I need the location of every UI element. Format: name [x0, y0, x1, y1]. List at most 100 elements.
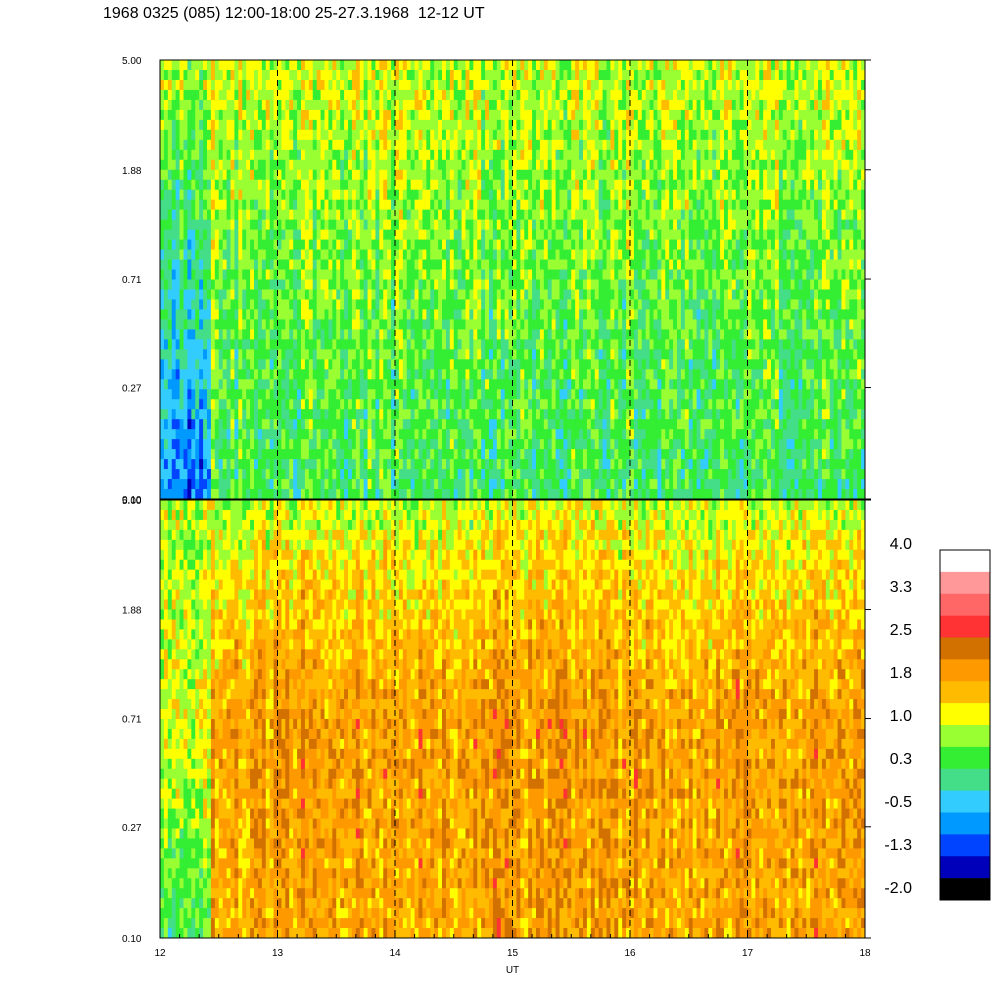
heatmap-cell [387, 389, 392, 400]
heatmap-cell [320, 119, 325, 131]
heatmap-cell [391, 239, 396, 250]
heatmap-cell [387, 319, 392, 330]
heatmap-cell [163, 129, 169, 141]
heatmap-cell [207, 249, 212, 260]
heatmap-cell [234, 359, 239, 370]
heatmap-cell [265, 129, 271, 141]
heatmap-cell [355, 149, 361, 161]
heatmap-cell [465, 119, 470, 131]
heatmap-cell [442, 439, 447, 450]
heatmap-cell [496, 429, 502, 440]
heatmap-cell [418, 369, 423, 380]
heatmap-cell [563, 319, 568, 330]
heatmap-cell [387, 199, 392, 211]
heatmap-cell [567, 379, 572, 390]
heatmap-cell [598, 299, 603, 310]
heatmap-cell [191, 189, 196, 201]
heatmap-cell [328, 229, 333, 240]
heatmap-cell [594, 479, 600, 490]
heatmap-cell [481, 469, 486, 480]
heatmap-cell [512, 159, 517, 171]
heatmap-cell [230, 439, 235, 450]
heatmap-cell [308, 119, 314, 131]
heatmap-cell [500, 69, 506, 81]
heatmap-cell [257, 479, 263, 490]
heatmap-cell [563, 419, 568, 430]
heatmap-cell [175, 449, 180, 460]
heatmap-cell [563, 169, 568, 181]
heatmap-cell [473, 239, 478, 250]
heatmap-cell [398, 269, 404, 280]
heatmap-cell [293, 289, 298, 300]
heatmap-cell [281, 339, 286, 350]
heatmap-cell [265, 339, 271, 350]
heatmap-cell [348, 419, 353, 430]
heatmap-cell [230, 359, 235, 370]
heatmap-cell [418, 149, 423, 161]
heatmap-cell [504, 329, 509, 340]
heatmap-cell [469, 479, 474, 490]
heatmap-cell [351, 99, 357, 111]
heatmap-cell [469, 279, 474, 290]
heatmap-cell [539, 449, 545, 460]
heatmap-cell [398, 489, 404, 500]
heatmap-cell [344, 279, 349, 290]
heatmap-cell [254, 89, 259, 101]
heatmap-cell [406, 159, 412, 171]
heatmap-cell [218, 269, 224, 280]
heatmap-cell [438, 269, 443, 280]
heatmap-cell [183, 139, 188, 151]
heatmap-cell [304, 429, 310, 440]
heatmap-cell [269, 309, 274, 320]
heatmap-cell [273, 139, 278, 151]
heatmap-cell [304, 209, 310, 221]
heatmap-cell [457, 279, 462, 290]
heatmap-cell [414, 119, 419, 131]
heatmap-cell [500, 379, 506, 390]
heatmap-cell [195, 109, 200, 121]
heatmap-cell [238, 349, 243, 360]
heatmap-cell [512, 319, 517, 330]
heatmap-cell [273, 439, 278, 450]
heatmap-cell [492, 199, 498, 211]
heatmap-cell [336, 99, 341, 111]
heatmap-cell [453, 409, 459, 420]
heatmap-cell [586, 489, 592, 500]
heatmap-cell [536, 229, 541, 240]
heatmap-cell [179, 399, 184, 410]
heatmap-cell [461, 419, 466, 430]
heatmap-cell [563, 229, 568, 240]
heatmap-cell [348, 459, 353, 470]
heatmap-cell [485, 60, 490, 71]
heatmap-cell [442, 359, 447, 370]
heatmap-cell [257, 129, 263, 141]
heatmap-cell [555, 489, 560, 500]
heatmap-cell [445, 379, 451, 390]
heatmap-cell [524, 249, 529, 260]
heatmap-cell [449, 229, 455, 240]
heatmap-cell [594, 219, 600, 231]
heatmap-cell [586, 129, 592, 141]
heatmap-cell [304, 60, 310, 71]
heatmap-cell [167, 309, 173, 320]
heatmap-cell [539, 99, 545, 111]
heatmap-cell [579, 69, 584, 81]
heatmap-cell [512, 469, 517, 480]
heatmap-cell [203, 139, 208, 151]
heatmap-cell [308, 369, 314, 380]
heatmap-cell [195, 189, 200, 201]
heatmap-cell [328, 249, 333, 260]
heatmap-cell [579, 459, 584, 470]
heatmap-cell [547, 189, 553, 201]
heatmap-cell [273, 89, 278, 101]
heatmap-cell [207, 309, 212, 320]
heatmap-cell [430, 359, 435, 370]
heatmap-cell [167, 60, 173, 71]
heatmap-cell [481, 319, 486, 330]
heatmap-cell [457, 139, 462, 151]
heatmap-cell [359, 89, 365, 101]
heatmap-cell [316, 339, 321, 350]
heatmap-cell [281, 439, 286, 450]
heatmap-cell [532, 339, 537, 350]
heatmap-cell [191, 179, 196, 191]
